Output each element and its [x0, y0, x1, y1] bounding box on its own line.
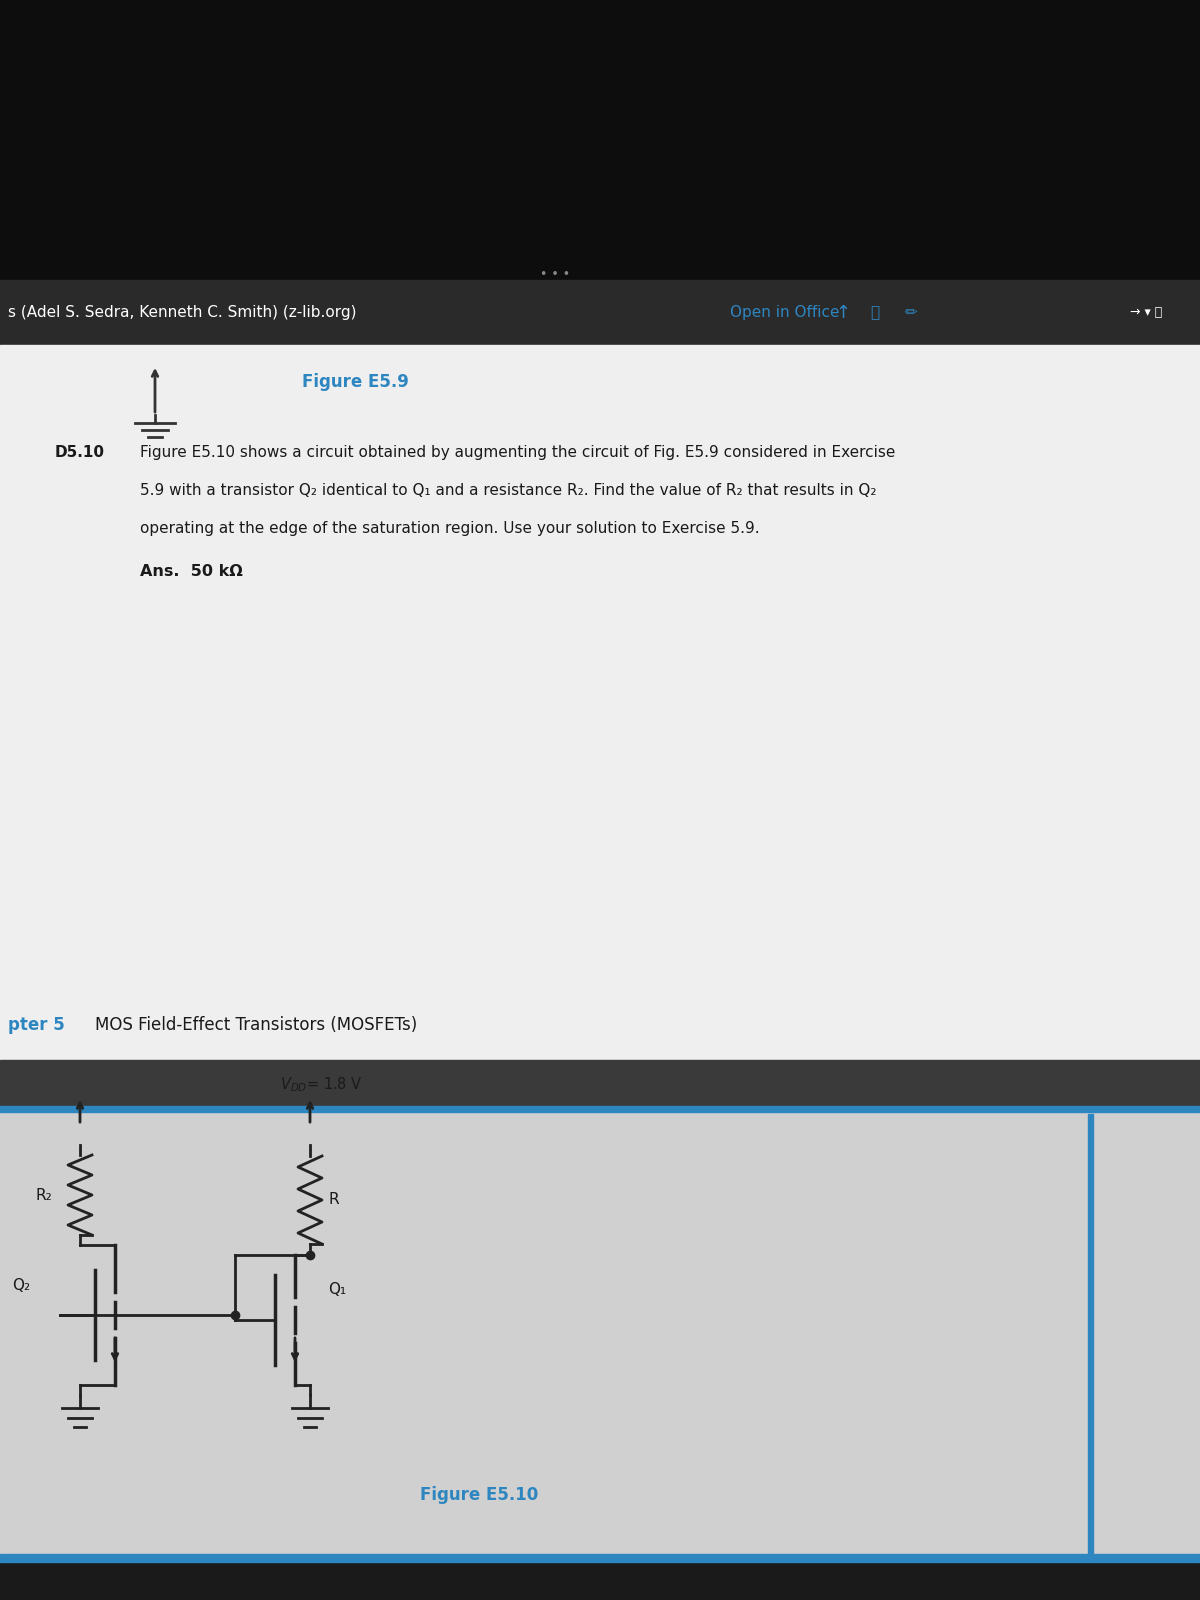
Bar — [0, 1110, 1200, 1560]
Text: 🔍: 🔍 — [870, 306, 880, 320]
Text: pter 5: pter 5 — [8, 1016, 65, 1034]
Text: ↑: ↑ — [835, 304, 850, 322]
Text: 5.9 with a transistor Q₂ identical to Q₁ and a resistance R₂. Find the value of : 5.9 with a transistor Q₂ identical to Q₁… — [140, 483, 876, 498]
Text: Figure E5.10: Figure E5.10 — [420, 1486, 539, 1504]
Bar — [0, 0, 1200, 280]
Text: Ans.  50 kΩ: Ans. 50 kΩ — [140, 565, 242, 579]
Text: ✏: ✏ — [905, 306, 918, 320]
Text: D5.10: D5.10 — [55, 445, 106, 461]
Text: R: R — [328, 1192, 338, 1208]
Text: R₂: R₂ — [35, 1187, 52, 1203]
Text: Figure E5.9: Figure E5.9 — [301, 373, 408, 390]
Text: MOS Field-Effect Transistors (MOSFETs): MOS Field-Effect Transistors (MOSFETs) — [95, 1016, 418, 1034]
Text: operating at the edge of the saturation region. Use your solution to Exercise 5.: operating at the edge of the saturation … — [140, 522, 760, 536]
Text: Q₁: Q₁ — [328, 1283, 346, 1298]
Text: Figure E5.10 shows a circuit obtained by augmenting the circuit of Fig. E5.9 con: Figure E5.10 shows a circuit obtained by… — [140, 445, 895, 461]
Text: Open in Office: Open in Office — [730, 306, 840, 320]
Text: $V_{DD}$= 1.8 V: $V_{DD}$= 1.8 V — [280, 1075, 362, 1094]
Text: → ▾ 📶: → ▾ 📶 — [1130, 307, 1163, 320]
Text: Q₂: Q₂ — [12, 1277, 30, 1293]
Text: • • •: • • • — [540, 269, 570, 282]
Text: s (Adel S. Sedra, Kenneth C. Smith) (z-lib.org): s (Adel S. Sedra, Kenneth C. Smith) (z-l… — [8, 306, 356, 320]
Bar — [0, 1560, 1200, 1600]
Bar — [0, 346, 1200, 1059]
Bar — [0, 1106, 1200, 1112]
Bar — [0, 1554, 1200, 1562]
Bar — [1088, 1114, 1093, 1558]
Bar — [0, 280, 1200, 346]
Bar — [330, 1570, 810, 1587]
Bar — [0, 1059, 1200, 1110]
